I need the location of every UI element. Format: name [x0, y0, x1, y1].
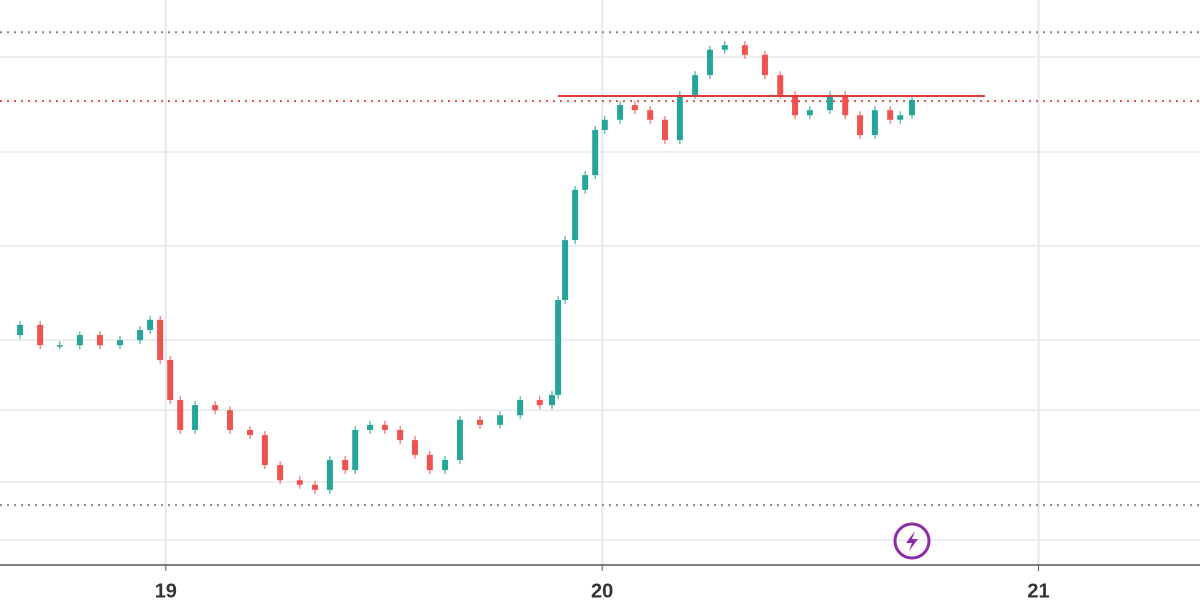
lightning-icon[interactable]	[893, 522, 931, 560]
x-tick-label: 21	[1027, 580, 1049, 602]
x-tick-label: 19	[155, 580, 177, 602]
plot	[0, 0, 1200, 571]
x-tick-label: 20	[591, 580, 613, 602]
